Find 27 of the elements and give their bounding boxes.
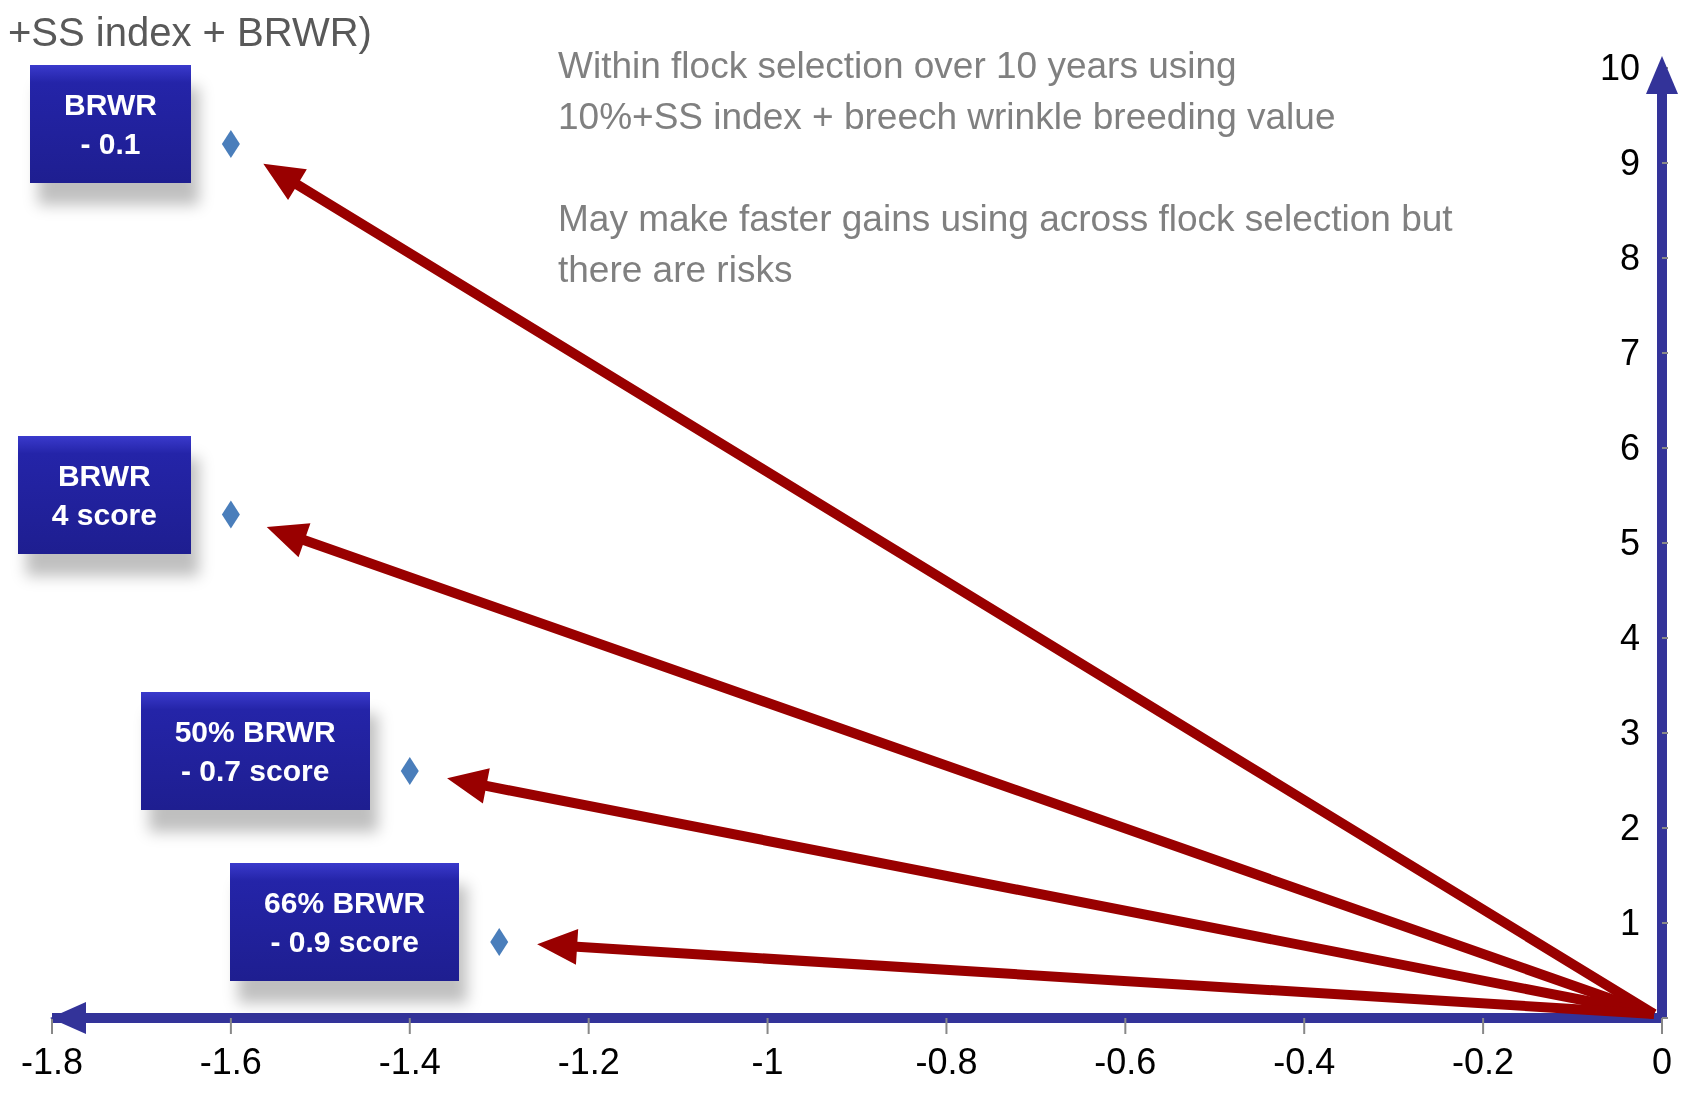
x-tick-label: -1.2 xyxy=(557,1040,620,1082)
chart-title: +SS index + BRWR) xyxy=(8,10,372,55)
y-tick-label: 7 xyxy=(1619,332,1640,373)
x-tick-label: -1.4 xyxy=(378,1040,441,1082)
x-tick-label: -1 xyxy=(751,1040,784,1082)
y-tick-label: 10 xyxy=(1599,47,1640,88)
y-tick-label: 8 xyxy=(1619,237,1640,278)
x-tick-label: -0.2 xyxy=(1452,1040,1515,1082)
callout-box: 50% BRWR - 0.7 score xyxy=(140,692,370,810)
callout-box: 66% BRWR - 0.9 score xyxy=(230,863,460,981)
callout-box: BRWR 4 score xyxy=(17,435,191,554)
x-tick-label: -0.4 xyxy=(1273,1040,1336,1082)
y-tick-label: 9 xyxy=(1619,142,1640,183)
annotation: Within flock selection over 10 years using 10%+SS index + breech wrinkle breeding value xyxy=(558,44,1337,139)
callout-box: BRWR - 0.1 xyxy=(30,65,191,183)
y-tick-label: 2 xyxy=(1619,807,1640,848)
y-tick-label: 4 xyxy=(1619,617,1640,658)
x-tick-label: -0.8 xyxy=(915,1040,978,1082)
x-tick-label: 0 xyxy=(1651,1040,1673,1082)
y-tick-label: 1 xyxy=(1619,902,1640,943)
y-tick-label: 6 xyxy=(1619,427,1640,468)
x-tick-label: -1.6 xyxy=(199,1040,262,1082)
annotation: May make faster gains using across flock selection but there are risks xyxy=(558,197,1453,292)
x-tick-label: -1.8 xyxy=(20,1040,84,1082)
x-tick-label: -0.6 xyxy=(1094,1040,1157,1082)
y-tick-label: 5 xyxy=(1619,522,1640,563)
y-tick-label: 3 xyxy=(1619,712,1640,753)
